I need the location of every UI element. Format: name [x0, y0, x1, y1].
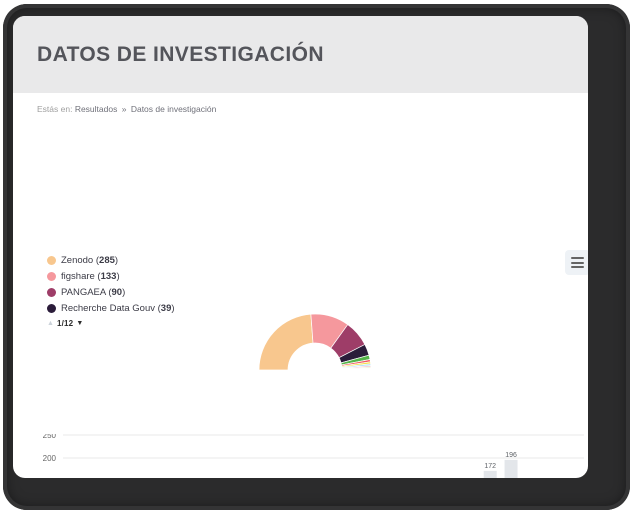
half-donut-chart [258, 313, 372, 371]
breadcrumb-prefix: Estás en: [37, 104, 73, 114]
legend-dot-icon [47, 287, 56, 297]
legend-page-up-icon[interactable]: ▲ [47, 320, 54, 327]
bar-value-label: 196 [505, 452, 517, 459]
chart-context-menu-button[interactable] [565, 250, 588, 275]
legend-item[interactable]: Zenodo (285) [47, 252, 175, 268]
legend-item[interactable]: PANGAEA (90) [47, 284, 175, 300]
legend-page-down-icon[interactable]: ▼ [76, 320, 84, 327]
bar-chart: 0501001502002501200320042005200652007200… [43, 434, 584, 478]
legend-item[interactable]: figshare (133) [47, 268, 175, 284]
legend-label: figshare (133) [61, 270, 120, 282]
app-window: DATOS DE INVESTIGACIÓN Estás en: Resulta… [13, 16, 588, 478]
legend-dot-icon [47, 255, 56, 265]
breadcrumb-link-resultados[interactable]: Resultados [74, 104, 118, 114]
page-header: DATOS DE INVESTIGACIÓN [13, 16, 588, 93]
pie-segment[interactable] [258, 313, 314, 371]
legend-label: Zenodo (285) [61, 254, 119, 266]
pie-segment[interactable] [341, 368, 372, 371]
breadcrumb-separator: » [121, 104, 127, 114]
bar-value-label: 172 [484, 463, 496, 470]
legend-dot-icon [47, 271, 56, 281]
chart-area: Zenodo (285) figshare (133) PANGAEA (90) Re… [13, 114, 588, 478]
legend-label: Recherche Data Gouv (39) [61, 302, 175, 314]
pie-legend: Zenodo (285) figshare (133) PANGAEA (90) Re… [47, 252, 175, 328]
breadcrumb: Estás en: Resultados » Datos de investig… [37, 104, 588, 114]
y-axis-label: 200 [43, 454, 57, 463]
bar[interactable] [483, 470, 497, 478]
y-axis-label: 250 [43, 434, 57, 440]
breadcrumb-current-page: Datos de investigación [130, 104, 217, 114]
legend-pagination: ▲ 1/12 ▼ [47, 319, 175, 328]
y-axis-label: 150 [43, 477, 57, 478]
legend-item[interactable]: Recherche Data Gouv (39) [47, 300, 175, 316]
legend-dot-icon [47, 303, 56, 313]
page-title: DATOS DE INVESTIGACIÓN [37, 42, 324, 66]
legend-label: PANGAEA (90) [61, 286, 126, 298]
bar[interactable] [504, 459, 518, 478]
legend-page-indicator: 1/12 [56, 319, 74, 328]
